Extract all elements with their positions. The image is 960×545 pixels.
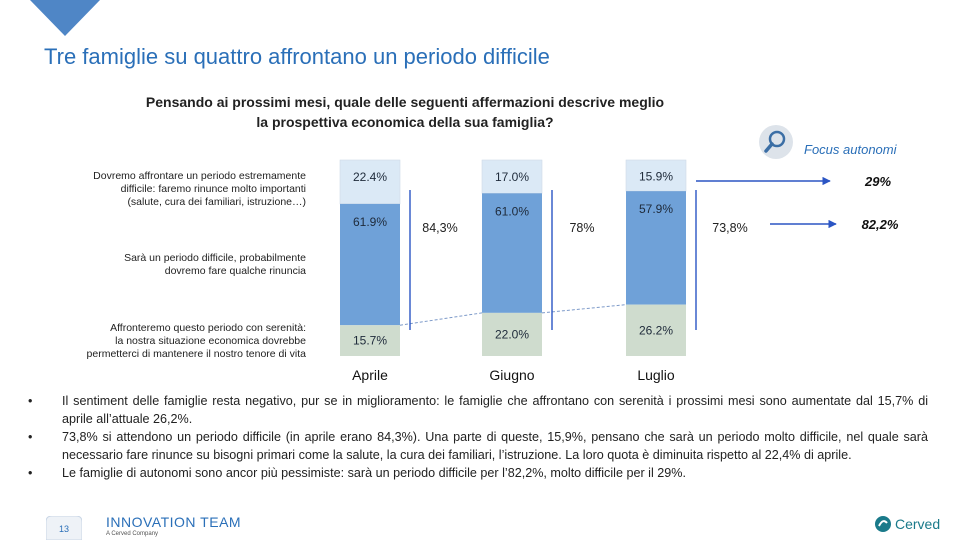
trend-connector [399, 312, 483, 326]
corner-tab-decoration [30, 0, 100, 36]
row-label-line: permetterci di mantenere il nostro tenor… [86, 348, 306, 360]
bar-segment-luglio-1 [625, 159, 687, 192]
page-title: Tre famiglie su quattro affrontano un pe… [44, 44, 550, 69]
row-label-line: difficile: faremo rinunce molto importan… [120, 183, 306, 195]
bar-segment-giugno-2 [482, 193, 542, 313]
company-name: INNOVATION TEAM [106, 514, 242, 530]
data-label-luglio-2: 57.9% [639, 202, 673, 216]
difficult-total-giugno: 78% [569, 221, 594, 235]
bars-layer [339, 159, 687, 356]
bar-segment-aprile-1 [339, 159, 401, 205]
data-label-aprile-3: 15.7% [353, 334, 387, 348]
page-number-tab: 13 [45, 515, 83, 541]
bullet-item: • 73,8% si attendono un periodo difficile… [28, 428, 928, 464]
search-icon [759, 125, 793, 159]
data-label-luglio-3: 26.2% [639, 323, 673, 337]
autonomi-very-difficult-value: 29% [864, 174, 891, 189]
bullet-dot: • [28, 466, 33, 480]
row-label-line: Dovremo affrontare un periodo estremamen… [93, 170, 306, 182]
bullet-text: 73,8% si attendono un periodo difficile … [62, 430, 928, 462]
data-label-giugno-1: 17.0% [495, 170, 529, 184]
survey-question: Pensando ai prossimi mesi, quale delle s… [90, 92, 720, 132]
connectors-layer [399, 176, 837, 330]
row-label-line: Affronteremo questo periodo con serenità… [110, 322, 306, 334]
bullet-item: • Le famiglie di autonomi sono ancor più … [28, 464, 928, 482]
bullet-list: • Il sentiment delle famiglie resta negat… [28, 392, 928, 482]
category-label-giugno: Giugno [489, 367, 534, 383]
bullet-dot: • [28, 394, 33, 408]
brand-logo: Cerved [874, 514, 940, 534]
data-label-luglio-1: 15.9% [639, 170, 673, 184]
category-label-aprile: Aprile [352, 367, 388, 383]
page-number: 13 [58, 524, 69, 534]
bar-segment-luglio-2 [626, 191, 686, 305]
row-label-line: (salute, cura dei familiari, istruzione…… [127, 196, 306, 208]
data-label-aprile-1: 22.4% [353, 170, 387, 184]
bullet-dot: • [28, 430, 33, 444]
row-label-line: la nostra situazione economica dovrebbe [115, 335, 306, 347]
data-label-aprile-2: 61.9% [353, 215, 387, 229]
difficult-total-aprile: 84,3% [422, 221, 457, 235]
focus-autonomi-label: Focus autonomi [804, 142, 897, 157]
bar-segment-aprile-3 [340, 325, 400, 356]
data-label-giugno-2: 61.0% [495, 204, 529, 218]
category-label-luglio: Luglio [637, 367, 675, 383]
labels-layer: 22.4% 61.9% 15.7% Aprile 17.0% 61.0% 22.0% Giug… [352, 170, 899, 383]
data-label-giugno-3: 22.0% [495, 327, 529, 341]
bullet-text: Le famiglie di autonomi sono ancor più p… [62, 466, 686, 480]
row-label-very-difficult: Dovremo affrontare un periodo estremamen… [40, 170, 306, 209]
bullet-text: Il sentiment delle famiglie resta negati… [62, 394, 928, 426]
brand-name: Cerved [895, 516, 941, 532]
bar-segment-luglio-3 [626, 304, 686, 356]
bar-segment-aprile-2 [340, 203, 400, 326]
row-label-serene: Affronteremo questo periodo con serenità… [40, 322, 306, 361]
question-line-2: la prospettiva economica della sua famig… [256, 114, 554, 130]
row-label-line: dovremo fare qualche rinuncia [164, 265, 306, 277]
trend-connector [541, 304, 627, 314]
company-logo: INNOVATION TEAM A Cerved Company [106, 514, 241, 537]
question-line-1: Pensando ai prossimi mesi, quale delle s… [145, 94, 665, 110]
company-subtitle: A Cerved Company [106, 531, 159, 537]
bullet-item: • Il sentiment delle famiglie resta negat… [28, 392, 928, 428]
bar-segment-giugno-3 [482, 312, 542, 356]
autonomi-difficult-total-value: 82,2% [862, 217, 899, 232]
difficult-total-luglio: 73,8% [712, 221, 747, 235]
brand-mark-icon [875, 516, 891, 532]
row-label-difficult: Sarà un periodo difficile, probabilmente… [40, 252, 306, 278]
page-tab-shape [45, 515, 83, 541]
row-label-line: Sarà un periodo difficile, probabilmente [124, 252, 306, 264]
